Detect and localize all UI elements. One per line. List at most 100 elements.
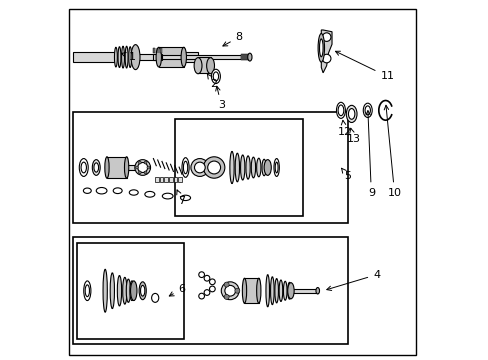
Ellipse shape bbox=[262, 159, 266, 176]
Circle shape bbox=[198, 293, 204, 299]
Circle shape bbox=[224, 294, 229, 300]
Ellipse shape bbox=[256, 278, 261, 303]
Circle shape bbox=[147, 166, 149, 169]
Ellipse shape bbox=[94, 163, 99, 172]
Circle shape bbox=[224, 282, 229, 287]
Circle shape bbox=[135, 159, 150, 175]
Ellipse shape bbox=[365, 106, 370, 115]
Bar bbox=[153, 54, 162, 60]
Ellipse shape bbox=[140, 285, 144, 296]
Text: 12: 12 bbox=[337, 120, 351, 137]
Ellipse shape bbox=[96, 188, 107, 194]
Ellipse shape bbox=[83, 188, 91, 193]
Ellipse shape bbox=[317, 33, 324, 62]
Bar bbox=[155, 177, 159, 182]
Ellipse shape bbox=[319, 39, 323, 57]
Ellipse shape bbox=[122, 46, 124, 68]
Ellipse shape bbox=[92, 159, 100, 175]
Ellipse shape bbox=[129, 190, 138, 195]
Ellipse shape bbox=[256, 158, 261, 177]
Text: 2: 2 bbox=[206, 73, 217, 89]
Ellipse shape bbox=[346, 105, 356, 122]
Text: 4: 4 bbox=[326, 270, 380, 291]
Ellipse shape bbox=[126, 279, 130, 302]
Ellipse shape bbox=[130, 281, 134, 301]
Bar bbox=[198, 57, 210, 73]
Ellipse shape bbox=[270, 277, 274, 305]
Ellipse shape bbox=[348, 109, 354, 119]
Ellipse shape bbox=[139, 282, 146, 300]
Circle shape bbox=[234, 288, 240, 293]
Circle shape bbox=[203, 157, 224, 178]
Text: 10: 10 bbox=[384, 105, 401, 198]
Bar bbox=[162, 55, 241, 59]
Ellipse shape bbox=[132, 47, 135, 67]
Bar bbox=[154, 48, 155, 53]
Ellipse shape bbox=[124, 157, 128, 178]
Circle shape bbox=[190, 158, 208, 176]
Bar bbox=[183, 52, 198, 62]
Ellipse shape bbox=[125, 46, 128, 68]
Ellipse shape bbox=[273, 158, 279, 176]
Circle shape bbox=[138, 162, 147, 172]
Bar bbox=[155, 48, 156, 53]
Ellipse shape bbox=[183, 161, 187, 174]
Bar bbox=[160, 177, 163, 182]
Bar bbox=[156, 48, 157, 53]
Ellipse shape bbox=[103, 269, 107, 312]
Text: 11: 11 bbox=[335, 51, 394, 81]
Ellipse shape bbox=[118, 47, 121, 67]
Ellipse shape bbox=[229, 152, 234, 184]
Ellipse shape bbox=[131, 45, 140, 69]
Circle shape bbox=[322, 33, 330, 41]
Ellipse shape bbox=[104, 157, 109, 178]
Bar bbox=[126, 165, 135, 170]
Ellipse shape bbox=[336, 102, 345, 118]
Text: 3: 3 bbox=[215, 86, 224, 110]
Ellipse shape bbox=[287, 283, 294, 299]
Ellipse shape bbox=[211, 69, 220, 84]
Ellipse shape bbox=[182, 158, 189, 177]
Ellipse shape bbox=[83, 281, 91, 301]
Bar bbox=[73, 52, 116, 62]
Bar bbox=[161, 48, 162, 53]
Ellipse shape bbox=[180, 195, 190, 201]
Ellipse shape bbox=[279, 280, 282, 301]
Text: 6: 6 bbox=[169, 284, 185, 296]
Bar bbox=[157, 48, 158, 53]
Ellipse shape bbox=[194, 58, 202, 74]
Circle shape bbox=[203, 275, 209, 281]
Text: 13: 13 bbox=[346, 128, 360, 144]
Circle shape bbox=[138, 161, 141, 164]
Ellipse shape bbox=[144, 192, 155, 197]
Bar bbox=[178, 177, 182, 182]
Circle shape bbox=[224, 285, 235, 296]
Ellipse shape bbox=[240, 155, 244, 180]
Ellipse shape bbox=[114, 47, 117, 67]
Ellipse shape bbox=[130, 281, 137, 301]
Ellipse shape bbox=[245, 156, 250, 179]
Bar bbox=[244, 54, 245, 60]
Circle shape bbox=[203, 290, 209, 296]
Bar bbox=[244, 278, 258, 303]
Ellipse shape bbox=[275, 162, 278, 173]
Ellipse shape bbox=[162, 193, 173, 199]
Bar bbox=[153, 48, 154, 53]
Ellipse shape bbox=[213, 72, 218, 81]
Circle shape bbox=[138, 171, 141, 174]
Ellipse shape bbox=[151, 293, 159, 302]
Ellipse shape bbox=[206, 58, 214, 74]
Bar bbox=[73, 112, 347, 223]
Ellipse shape bbox=[315, 288, 319, 294]
Ellipse shape bbox=[287, 282, 291, 299]
Bar bbox=[135, 54, 157, 60]
Ellipse shape bbox=[117, 275, 122, 306]
Bar bbox=[175, 119, 303, 216]
Bar bbox=[169, 177, 172, 182]
Ellipse shape bbox=[122, 277, 127, 304]
Bar bbox=[243, 54, 244, 60]
Circle shape bbox=[322, 54, 330, 63]
Bar bbox=[164, 177, 168, 182]
Circle shape bbox=[207, 161, 220, 174]
Bar bbox=[77, 243, 183, 339]
